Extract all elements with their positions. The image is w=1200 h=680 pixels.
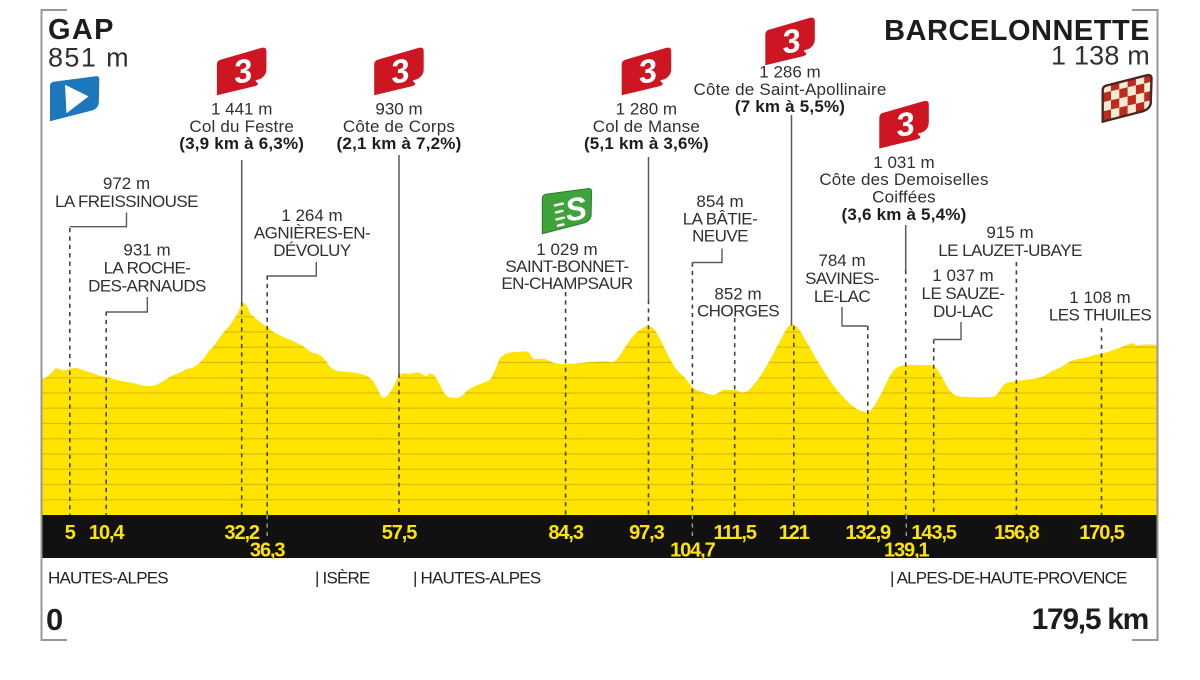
svg-text:| ISÈRE: | ISÈRE xyxy=(315,569,370,588)
svg-text:1 029 m: 1 029 m xyxy=(536,240,597,259)
svg-text:BARCELONNETTE: BARCELONNETTE xyxy=(884,15,1150,47)
svg-text:LES THUILES: LES THUILES xyxy=(1049,306,1152,325)
svg-text:32,2: 32,2 xyxy=(224,522,260,544)
svg-text:GAP: GAP xyxy=(48,14,115,46)
svg-text:10,4: 10,4 xyxy=(89,522,126,544)
svg-text:57,5: 57,5 xyxy=(382,522,418,544)
svg-text:SAINT-BONNET-: SAINT-BONNET- xyxy=(505,257,628,276)
svg-text:1 037 m: 1 037 m xyxy=(932,266,993,285)
svg-text:LA BÂTIE-: LA BÂTIE- xyxy=(683,210,757,229)
svg-text:0: 0 xyxy=(46,602,63,637)
svg-text:84,3: 84,3 xyxy=(548,522,584,544)
svg-text:Col de Manse: Col de Manse xyxy=(593,117,700,136)
svg-text:97,3: 97,3 xyxy=(629,522,665,544)
svg-text:852 m: 852 m xyxy=(714,285,761,304)
svg-text:931 m: 931 m xyxy=(123,241,170,260)
svg-text:784 m: 784 m xyxy=(818,251,865,270)
svg-text:972 m: 972 m xyxy=(103,174,150,193)
svg-text:| ALPES-DE-HAUTE-PROVENCE: | ALPES-DE-HAUTE-PROVENCE xyxy=(890,569,1127,588)
svg-text:1 031 m: 1 031 m xyxy=(873,153,934,172)
svg-text:139,1: 139,1 xyxy=(884,540,930,562)
svg-text:Côte de Saint-Apollinaire: Côte de Saint-Apollinaire xyxy=(693,80,886,99)
svg-text:LE LAUZET-UBAYE: LE LAUZET-UBAYE xyxy=(938,241,1082,260)
svg-text:Coiffées: Coiffées xyxy=(872,187,936,206)
svg-text:851 m: 851 m xyxy=(48,43,130,73)
svg-text:1 264 m: 1 264 m xyxy=(281,206,342,225)
svg-text:LE SAUZE-: LE SAUZE- xyxy=(922,284,1005,303)
svg-text:DU-LAC: DU-LAC xyxy=(933,302,993,321)
svg-text:(5,1 km à 3,6%): (5,1 km à 3,6%) xyxy=(584,134,709,153)
svg-text:(3,9 km à 6,3%): (3,9 km à 6,3%) xyxy=(179,134,304,153)
svg-text:NEUVE: NEUVE xyxy=(692,227,748,246)
svg-text:143,5: 143,5 xyxy=(911,522,957,544)
svg-text:1 286 m: 1 286 m xyxy=(759,63,820,82)
svg-text:930 m: 930 m xyxy=(375,100,422,119)
svg-text:Côte des Demoiselles: Côte des Demoiselles xyxy=(819,170,988,189)
svg-text:1 138 m: 1 138 m xyxy=(1051,41,1150,71)
svg-text:104,7: 104,7 xyxy=(670,540,716,562)
svg-text:111,5: 111,5 xyxy=(714,522,757,544)
svg-text:(7 km à 5,5%): (7 km à 5,5%) xyxy=(735,97,845,116)
svg-text:LE-LAC: LE-LAC xyxy=(814,287,870,306)
svg-text:LA FREISSINOUSE: LA FREISSINOUSE xyxy=(55,192,198,211)
svg-text:DES-ARNAUDS: DES-ARNAUDS xyxy=(88,277,206,296)
svg-text:1 280 m: 1 280 m xyxy=(616,100,677,119)
svg-text:1 108 m: 1 108 m xyxy=(1069,288,1130,307)
svg-text:CHORGES: CHORGES xyxy=(697,302,779,321)
svg-text:915 m: 915 m xyxy=(986,223,1033,242)
svg-text:170,5: 170,5 xyxy=(1079,522,1125,544)
svg-text:HAUTES-ALPES: HAUTES-ALPES xyxy=(48,569,168,588)
svg-text:156,8: 156,8 xyxy=(994,522,1040,544)
svg-text:SAVINES-: SAVINES- xyxy=(805,269,879,288)
svg-text:DÉVOLUY: DÉVOLUY xyxy=(273,241,351,260)
svg-text:(3,6 km à 5,4%): (3,6 km à 5,4%) xyxy=(842,205,967,224)
svg-text:5: 5 xyxy=(65,522,76,544)
svg-text:132,9: 132,9 xyxy=(846,522,892,544)
svg-text:36,3: 36,3 xyxy=(250,540,286,562)
svg-text:AGNIÈRES-EN-: AGNIÈRES-EN- xyxy=(254,224,370,243)
svg-text:854 m: 854 m xyxy=(696,192,743,211)
svg-text:121: 121 xyxy=(779,522,810,544)
svg-text:(2,1 km à 7,2%): (2,1 km à 7,2%) xyxy=(337,134,462,153)
svg-text:Côte de Corps: Côte de Corps xyxy=(343,117,455,136)
svg-text:Col du Festre: Col du Festre xyxy=(189,117,294,136)
svg-text:EN-CHAMPSAUR: EN-CHAMPSAUR xyxy=(501,274,633,293)
svg-text:| HAUTES-ALPES: | HAUTES-ALPES xyxy=(413,569,541,588)
svg-text:179,5 km: 179,5 km xyxy=(1032,603,1148,636)
svg-text:1 441 m: 1 441 m xyxy=(211,100,272,119)
svg-text:LA ROCHE-: LA ROCHE- xyxy=(104,259,191,278)
